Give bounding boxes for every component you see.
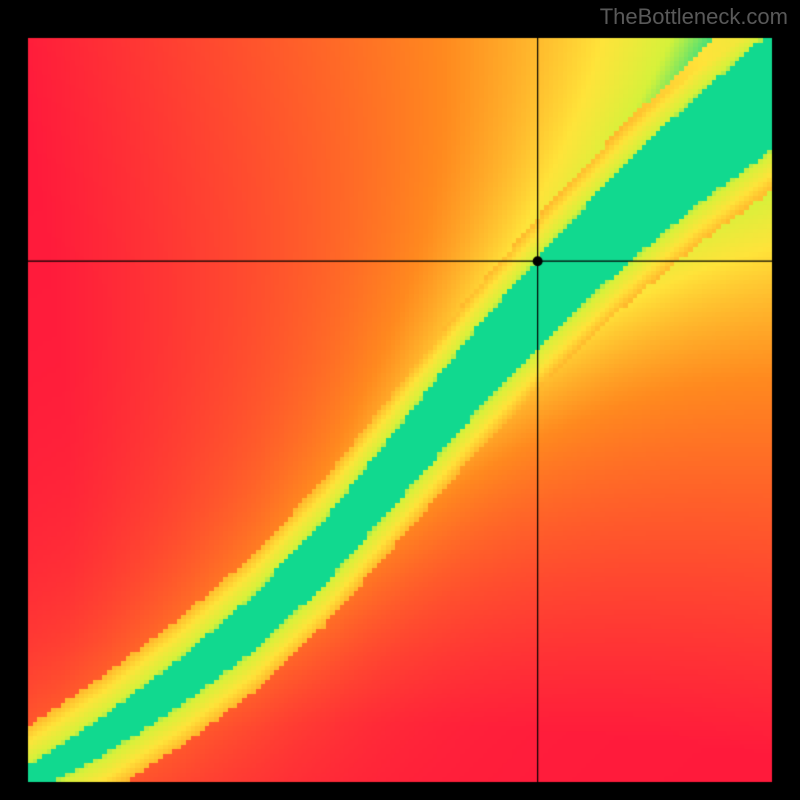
attribution-text: TheBottleneck.com: [600, 4, 788, 30]
chart-container: { "attribution": "TheBottleneck.com", "a…: [0, 0, 800, 800]
bottleneck-heatmap: [0, 0, 800, 800]
